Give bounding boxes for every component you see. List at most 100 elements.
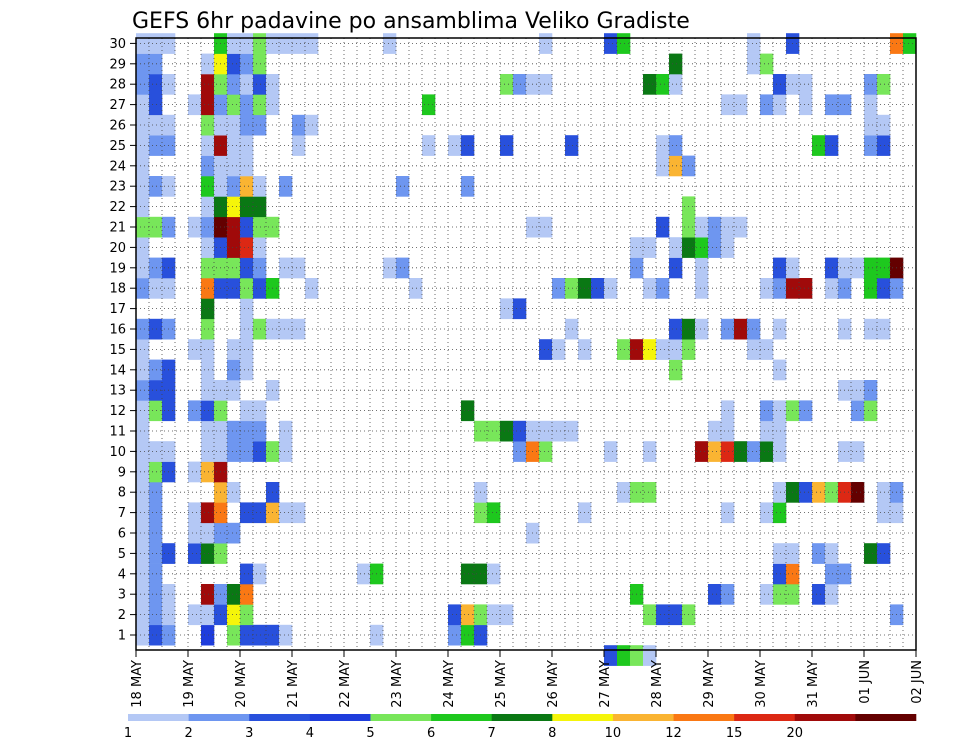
heatmap-cell xyxy=(227,74,241,95)
heatmap-cell xyxy=(851,441,865,462)
heatmap-cell xyxy=(240,604,254,626)
heatmap-cell xyxy=(201,114,215,136)
heatmap-cell xyxy=(240,33,254,54)
heatmap-cell xyxy=(188,461,202,483)
heatmap-cell xyxy=(695,318,709,340)
heatmap-cell xyxy=(240,624,254,646)
legend-color-swatch xyxy=(431,714,492,721)
heatmap-cell xyxy=(357,563,371,585)
legend-label: 8 xyxy=(548,726,556,741)
heatmap-cell xyxy=(279,624,293,646)
heatmap-cell xyxy=(188,604,202,626)
heatmap-cell xyxy=(669,74,683,95)
heatmap-cell xyxy=(864,74,878,95)
heatmap-cell xyxy=(136,53,150,75)
x-tick-label: 21 MAY xyxy=(286,660,301,708)
legend-color-swatch xyxy=(552,714,614,721)
heatmap-cell xyxy=(461,176,475,197)
y-tick-label: 16 xyxy=(109,323,126,338)
heatmap-cell xyxy=(240,502,254,524)
heatmap-cell xyxy=(760,502,774,524)
heatmap-cell xyxy=(773,278,787,299)
heatmap-cell xyxy=(695,257,709,279)
heatmap-cell xyxy=(812,482,826,503)
heatmap-cell xyxy=(773,257,787,279)
heatmap-cell xyxy=(240,74,254,95)
heatmap-cell xyxy=(773,502,787,524)
heatmap-cell xyxy=(305,114,319,136)
y-tick-label: 13 xyxy=(109,384,126,399)
heatmap-cell xyxy=(864,400,878,422)
x-tick-label: 20 MAY xyxy=(234,660,249,708)
heatmap-cell xyxy=(760,339,774,360)
heatmap-cell xyxy=(292,135,306,156)
heatmap-cell xyxy=(669,257,683,279)
heatmap-cell xyxy=(773,74,787,95)
heatmap-cell xyxy=(240,216,254,238)
heatmap-cell xyxy=(747,339,761,360)
heatmap-cell xyxy=(825,584,839,605)
legend-label: 4 xyxy=(306,726,314,741)
heatmap-cell xyxy=(513,298,527,320)
heatmap-cell xyxy=(721,502,735,524)
heatmap-cell xyxy=(188,502,202,524)
heatmap-cell xyxy=(292,114,306,136)
x-tick-label: 23 MAY xyxy=(390,660,405,708)
heatmap-cell xyxy=(201,237,215,258)
heatmap-cell xyxy=(760,420,774,442)
y-tick-label: 23 xyxy=(109,180,126,195)
heatmap-cell xyxy=(201,278,215,299)
heatmap-cell xyxy=(188,543,202,564)
heatmap-cell xyxy=(656,278,670,299)
heatmap-cell xyxy=(201,339,215,360)
heatmap-cell xyxy=(188,216,202,238)
heatmap-cell xyxy=(461,400,475,422)
heatmap-cell xyxy=(227,257,241,279)
heatmap-cell xyxy=(253,176,267,197)
heatmap-cell xyxy=(747,318,761,340)
heatmap-cell xyxy=(760,584,774,605)
heatmap-cell xyxy=(643,237,657,258)
heatmap-cell xyxy=(292,257,306,279)
heatmap-cell xyxy=(253,563,267,585)
y-axis-ticks: 1234567891011121314151617181920212223242… xyxy=(109,37,136,644)
heatmap-cell xyxy=(461,563,475,585)
heatmap-cell xyxy=(292,33,306,54)
heatmap-cell xyxy=(461,135,475,156)
x-tick-label: 18 MAY xyxy=(130,660,145,708)
heatmap-cell xyxy=(253,237,267,258)
heatmap-cell xyxy=(604,441,618,462)
y-tick-label: 15 xyxy=(109,343,126,358)
heatmap-cell xyxy=(188,339,202,360)
heatmap-cell xyxy=(565,135,579,156)
heatmap-cell xyxy=(136,135,150,156)
heatmap-cell xyxy=(448,624,462,646)
heatmap-cell xyxy=(305,278,319,299)
x-tick-label: 29 MAY xyxy=(702,660,717,708)
heatmap-cell xyxy=(565,318,579,340)
heatmap-cell xyxy=(149,441,163,462)
heatmap-cell xyxy=(149,502,163,524)
heatmap-cell xyxy=(136,400,150,422)
heatmap-cell xyxy=(136,502,150,524)
legend-color-swatch xyxy=(188,714,250,721)
y-tick-label: 24 xyxy=(109,159,126,174)
y-tick-label: 25 xyxy=(109,139,126,154)
heatmap-cell xyxy=(487,563,501,585)
heatmap-cell xyxy=(136,543,150,564)
x-tick-label: 02 JUN xyxy=(910,660,925,704)
heatmap-cell xyxy=(539,339,553,360)
heatmap-cell xyxy=(721,237,735,258)
heatmap-cell xyxy=(149,94,163,116)
y-tick-label: 12 xyxy=(109,404,126,419)
heatmap-cell xyxy=(136,74,150,95)
heatmap-cell xyxy=(253,196,267,218)
heatmap-cell xyxy=(825,278,839,299)
x-tick-label: 30 MAY xyxy=(754,660,769,708)
heatmap-cell xyxy=(149,522,163,544)
heatmap-cell xyxy=(227,278,241,299)
heatmap-cell xyxy=(201,604,215,626)
heatmap-cell xyxy=(695,278,709,299)
heatmap-cell xyxy=(201,53,215,75)
heatmap-cell xyxy=(136,482,150,503)
